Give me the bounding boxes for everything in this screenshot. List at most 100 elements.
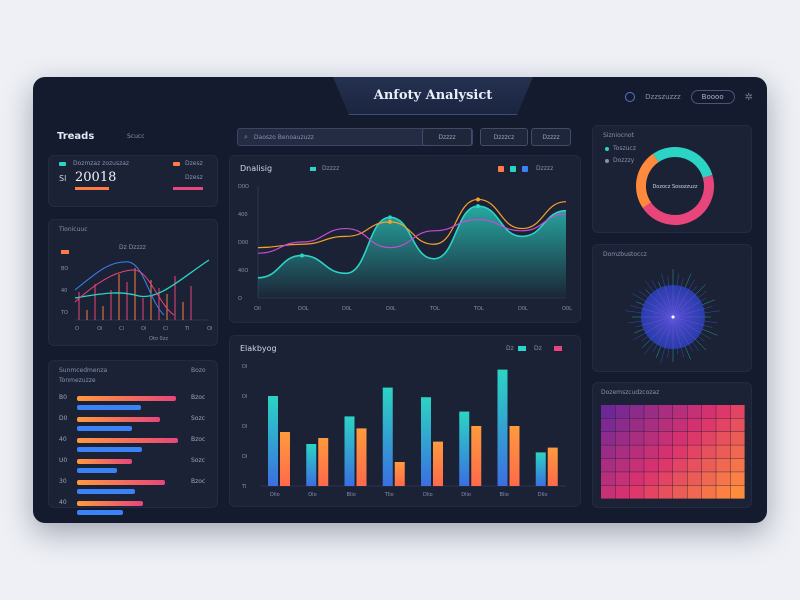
bar-blue: [344, 416, 355, 486]
toolbar-button-2[interactable]: Dzzzcz: [480, 128, 528, 146]
radial-inner-line: [656, 289, 674, 318]
area-xtick: O0L: [562, 306, 572, 312]
kpi-chip-dot: [173, 162, 180, 166]
kpi-bar-a: [173, 187, 203, 190]
mini-legend-swatch: [61, 250, 69, 254]
mini-xtick: Ol: [97, 326, 102, 332]
heatmap-cell: [716, 458, 731, 472]
kpi-dot: [59, 162, 66, 166]
donut-legend-2: Dozzzy: [613, 157, 635, 164]
heatmap-cell: [716, 431, 731, 445]
hbar-label: 30: [59, 478, 67, 485]
area-xtick: D0L: [342, 306, 352, 312]
heatmap-cell: [673, 418, 687, 432]
search-bar[interactable]: ⌕ Daoszo Benoauzuzz: [237, 128, 473, 146]
area-point: [300, 253, 304, 258]
bar-ytick: Tl: [241, 484, 246, 490]
heatmap-cell: [701, 458, 716, 472]
heatmap-cell: [629, 458, 644, 472]
search-text: Daoszo Benoauzuzz: [253, 133, 314, 141]
area-chart-panel: Dnalisig Dzzzz Dzzzz D0O 400 D00 40O O Oll DOL…: [229, 155, 581, 323]
radial-inner-line: [672, 300, 701, 318]
bar-chart: Dl Dl Dl Dl Tl Dlio Olo Blio Tlio Dlio Dlio Blio Dli…: [241, 364, 566, 498]
donut-slice: [636, 153, 659, 209]
radial-center: [671, 315, 675, 319]
area-xtick: DOL: [298, 306, 309, 312]
heatmap-cell: [716, 418, 731, 432]
radial-inner-line: [650, 294, 674, 318]
heatmap-cell: [658, 431, 673, 445]
bar-chart-panel: Elakbyog Dz Dz Dl Dl Dl Dl Tl Dlio Olo Blio Tlio…: [229, 335, 581, 507]
bar-xtick: Olo: [308, 492, 316, 498]
bar-blue: [459, 411, 470, 486]
heatmap-cell: [658, 458, 673, 472]
mini-chart-legend: Dz Dzzzz: [119, 244, 146, 251]
area-ytick: 40O: [238, 268, 248, 274]
kpi-panel: Dozmzaz zozuszaz Dzesz Sl 20018 Dzesz: [48, 155, 218, 207]
area-legend-dot: [310, 167, 316, 171]
toolbar-button-3[interactable]: Dzzzz: [531, 128, 571, 146]
heatmap-cell: [615, 405, 630, 419]
hbar-cool: [77, 447, 143, 452]
heatmap-cell: [673, 445, 687, 459]
area-xtick: D0L: [386, 306, 396, 312]
heatmap-cell: [730, 472, 745, 486]
trends-title: Treads: [57, 131, 95, 142]
hbar-warm: [77, 501, 143, 506]
heatmap-cell: [658, 485, 673, 499]
heatmap-cell: [615, 445, 630, 459]
hbar-cool: [77, 489, 135, 494]
heatmap-cell: [730, 458, 745, 472]
bar-blue: [535, 452, 546, 486]
heatmap-cell: [629, 472, 644, 486]
radial-inner-line: [672, 286, 682, 318]
kpi-chip-2: Dzesz: [185, 174, 203, 181]
kpi-label: Dozmzaz zozuszaz: [73, 160, 130, 167]
clock-icon[interactable]: [625, 92, 636, 102]
area-series-line: [257, 198, 567, 249]
heatmap-cell: [673, 472, 687, 486]
heatmap-cell: [601, 458, 615, 472]
heatmap-cell: [601, 431, 615, 445]
toolbar-button-1[interactable]: Dzzzz: [422, 128, 472, 146]
radial-inner-line: [672, 316, 704, 326]
radial-inner-line: [672, 316, 682, 348]
heatmap-cell: [673, 431, 687, 445]
area-point: [388, 215, 392, 220]
heatmap-cell: [687, 485, 702, 499]
heatmap-cell: [658, 472, 673, 486]
donut-chart: Dozocz Sosozzuzz: [636, 147, 714, 225]
settings-icon[interactable]: ✲: [744, 91, 753, 103]
heatmap-cell: [644, 405, 659, 419]
hbar-cool: [77, 510, 123, 515]
area-legend-right: Dzzzz: [536, 165, 554, 172]
donut-panel: Sizniocnot Toszucz Dozzzy Dozocz Sosozzu…: [592, 125, 752, 233]
heatmap-cell: [687, 418, 702, 432]
hbar-cool: [77, 405, 141, 410]
bar-legend-dot-pink: [554, 346, 562, 351]
hbar-meta: Bozo: [191, 367, 206, 374]
mini-ytick-2: 40: [61, 288, 67, 294]
bar-legend-dot-teal: [518, 346, 526, 351]
heatmap-cell: [687, 458, 702, 472]
area-legend-dot-teal: [510, 166, 516, 172]
area-ytick: 400: [238, 212, 248, 218]
bar-xtick: Tlio: [384, 492, 394, 498]
bar-ytick: Dl: [242, 454, 247, 460]
app-title: Anfoty Analysict: [333, 77, 533, 115]
bar-orange: [356, 428, 367, 486]
heatmap-cell: [629, 405, 644, 419]
mini-xtick: O: [75, 326, 79, 332]
heatmap-cell: [673, 485, 687, 499]
kpi-chip-1: Dzesz: [185, 160, 203, 167]
mini-chart-title: Tionicuuc: [59, 226, 88, 233]
heatmap-cell: [716, 405, 731, 419]
bar-xtick: Dlio: [423, 492, 433, 498]
mini-chart-panel: Tionicuuc Dz Dzzzz BO 40 TO O Ol Cl Ol Cl Tl O…: [48, 219, 218, 346]
header-pill-button[interactable]: Boooo: [690, 90, 735, 104]
area-point: [388, 219, 392, 224]
radial-inner-line: [645, 300, 674, 318]
heatmap-cell: [601, 485, 615, 499]
donut-legend-dot-1: [605, 147, 609, 151]
heatmap-cell: [658, 418, 673, 432]
